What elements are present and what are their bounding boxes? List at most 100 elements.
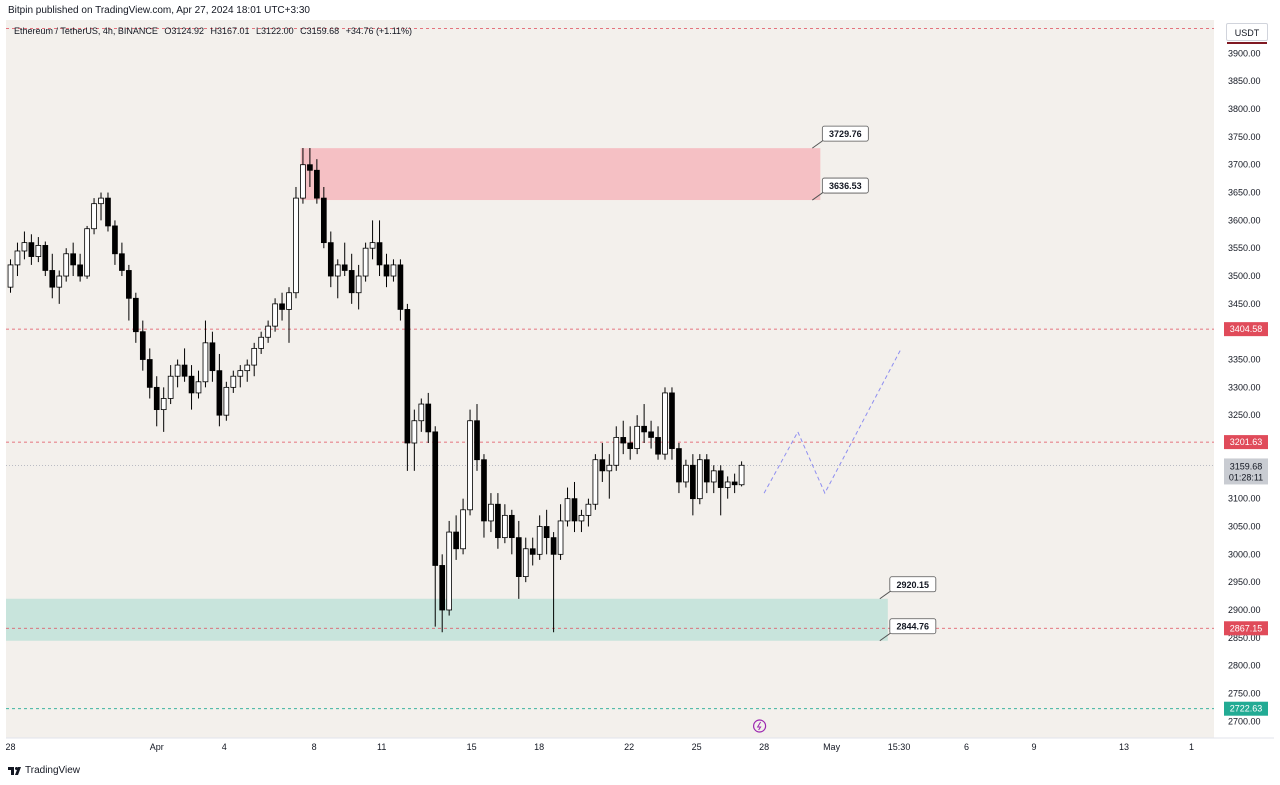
x-tick-label: 15: [467, 742, 477, 752]
candle: [717, 470, 724, 488]
candle: [293, 197, 299, 294]
candle: [216, 370, 223, 416]
y-tick-label: 3300.00: [1228, 382, 1261, 392]
candle: [620, 437, 627, 444]
y-tick-label: 3850.00: [1228, 76, 1261, 86]
candle: [279, 303, 285, 310]
candle: [21, 242, 28, 252]
y-tick-label: 3800.00: [1228, 104, 1261, 114]
x-tick-label: 18: [534, 742, 544, 752]
candle: [641, 425, 647, 433]
candle: [314, 169, 320, 199]
candle: [446, 531, 452, 611]
candle: [251, 347, 258, 366]
symbol-legend: Ethereum / TetherUS, 4h, BINANCE O3124.9…: [14, 26, 416, 36]
candle: [348, 270, 355, 294]
candle: [724, 481, 731, 488]
candle: [98, 197, 104, 205]
candle: [627, 442, 634, 449]
x-tick-label: 6: [964, 742, 969, 752]
ohlc-low: L3122.00: [256, 26, 294, 36]
candle: [425, 403, 432, 433]
candle: [126, 270, 132, 299]
candle: [334, 264, 341, 277]
y-tick-label: 3050.00: [1228, 521, 1261, 531]
candle: [453, 531, 459, 550]
candle: [543, 526, 550, 539]
callout-label: 2844.76: [897, 622, 930, 632]
y-tick-label: 2850.00: [1228, 633, 1261, 643]
callout-label: 3729.76: [829, 129, 862, 139]
candle: [488, 503, 494, 522]
x-tick-label: 25: [692, 742, 702, 752]
y-tick-label: 2750.00: [1228, 688, 1261, 698]
candle: [648, 431, 654, 438]
callout-box: [889, 576, 937, 593]
candle: [432, 431, 439, 566]
price-chart[interactable]: 3729.76 3636.53 2920.15 2844.76 3900.00 3850.…: [6, 20, 1274, 760]
level-price-tag: [1224, 435, 1268, 450]
lightning-bolt: [756, 721, 762, 731]
candle: [153, 386, 160, 411]
level-price-tag: [1224, 621, 1268, 636]
y-tick-label: 2950.00: [1228, 577, 1261, 587]
candle: [188, 375, 195, 394]
publish-header: Bitpin published on TradingView.com, Apr…: [8, 5, 310, 16]
y-tick-label: 3550.00: [1228, 243, 1261, 253]
candle: [202, 342, 209, 383]
candle: [195, 381, 202, 394]
candle: [362, 247, 369, 277]
y-tick-label: 3350.00: [1228, 355, 1261, 365]
level-price-label: 2722.63: [1230, 704, 1263, 714]
candle: [320, 197, 327, 244]
candle: [676, 448, 682, 483]
candle: [209, 342, 216, 372]
y-tick-label: 3700.00: [1228, 160, 1261, 170]
chart-area[interactable]: 3729.76 3636.53 2920.15 2844.76 3900.00 3850.…: [6, 20, 1274, 760]
level-price-tag: [1224, 701, 1268, 716]
price-callout: 3729.76: [812, 125, 869, 149]
candle: [710, 470, 717, 483]
x-tick-label: 9: [1032, 742, 1037, 752]
y-tick-label: 3100.00: [1228, 494, 1261, 504]
candle: [70, 253, 77, 266]
y-tick-label: 3450.00: [1228, 299, 1261, 309]
x-tick-label: 28: [6, 742, 16, 752]
price-callout: 2920.15: [879, 576, 937, 600]
candle: [418, 403, 425, 422]
candle: [307, 164, 313, 171]
candle: [300, 164, 306, 199]
candle: [731, 481, 738, 486]
x-tick-label: 22: [624, 742, 634, 752]
y-tick-label: 2900.00: [1228, 605, 1261, 615]
candle: [467, 420, 473, 511]
y-tick-label: 3500.00: [1228, 271, 1261, 281]
candle: [522, 548, 529, 577]
ohlc-close: C3159.68: [300, 26, 340, 36]
y-tick-label: 2700.00: [1228, 716, 1261, 726]
candle: [286, 292, 292, 310]
candle: [49, 270, 56, 288]
candle: [167, 375, 174, 399]
candle: [508, 514, 515, 539]
candle: [56, 275, 63, 288]
candle: [495, 503, 501, 539]
y-tick-label: 2800.00: [1228, 661, 1261, 671]
y-tick-label: 3250.00: [1228, 410, 1261, 420]
candle: [7, 264, 14, 288]
candle: [160, 398, 167, 411]
candle: [42, 245, 49, 271]
x-tick-label: 8: [312, 742, 317, 752]
candle: [550, 537, 557, 555]
candle: [662, 392, 668, 455]
y-tick-label: 3900.00: [1228, 48, 1261, 58]
callout-box: [889, 618, 937, 635]
candle: [564, 498, 571, 522]
currency-selector[interactable]: USDT: [1226, 23, 1268, 44]
y-tick-label: 3000.00: [1228, 549, 1261, 559]
candle: [105, 197, 111, 227]
price-callout: 2844.76: [879, 618, 937, 642]
candle: [502, 514, 508, 539]
level-price-label: 3201.63: [1230, 437, 1263, 447]
price-callout: 3636.53: [812, 177, 869, 201]
